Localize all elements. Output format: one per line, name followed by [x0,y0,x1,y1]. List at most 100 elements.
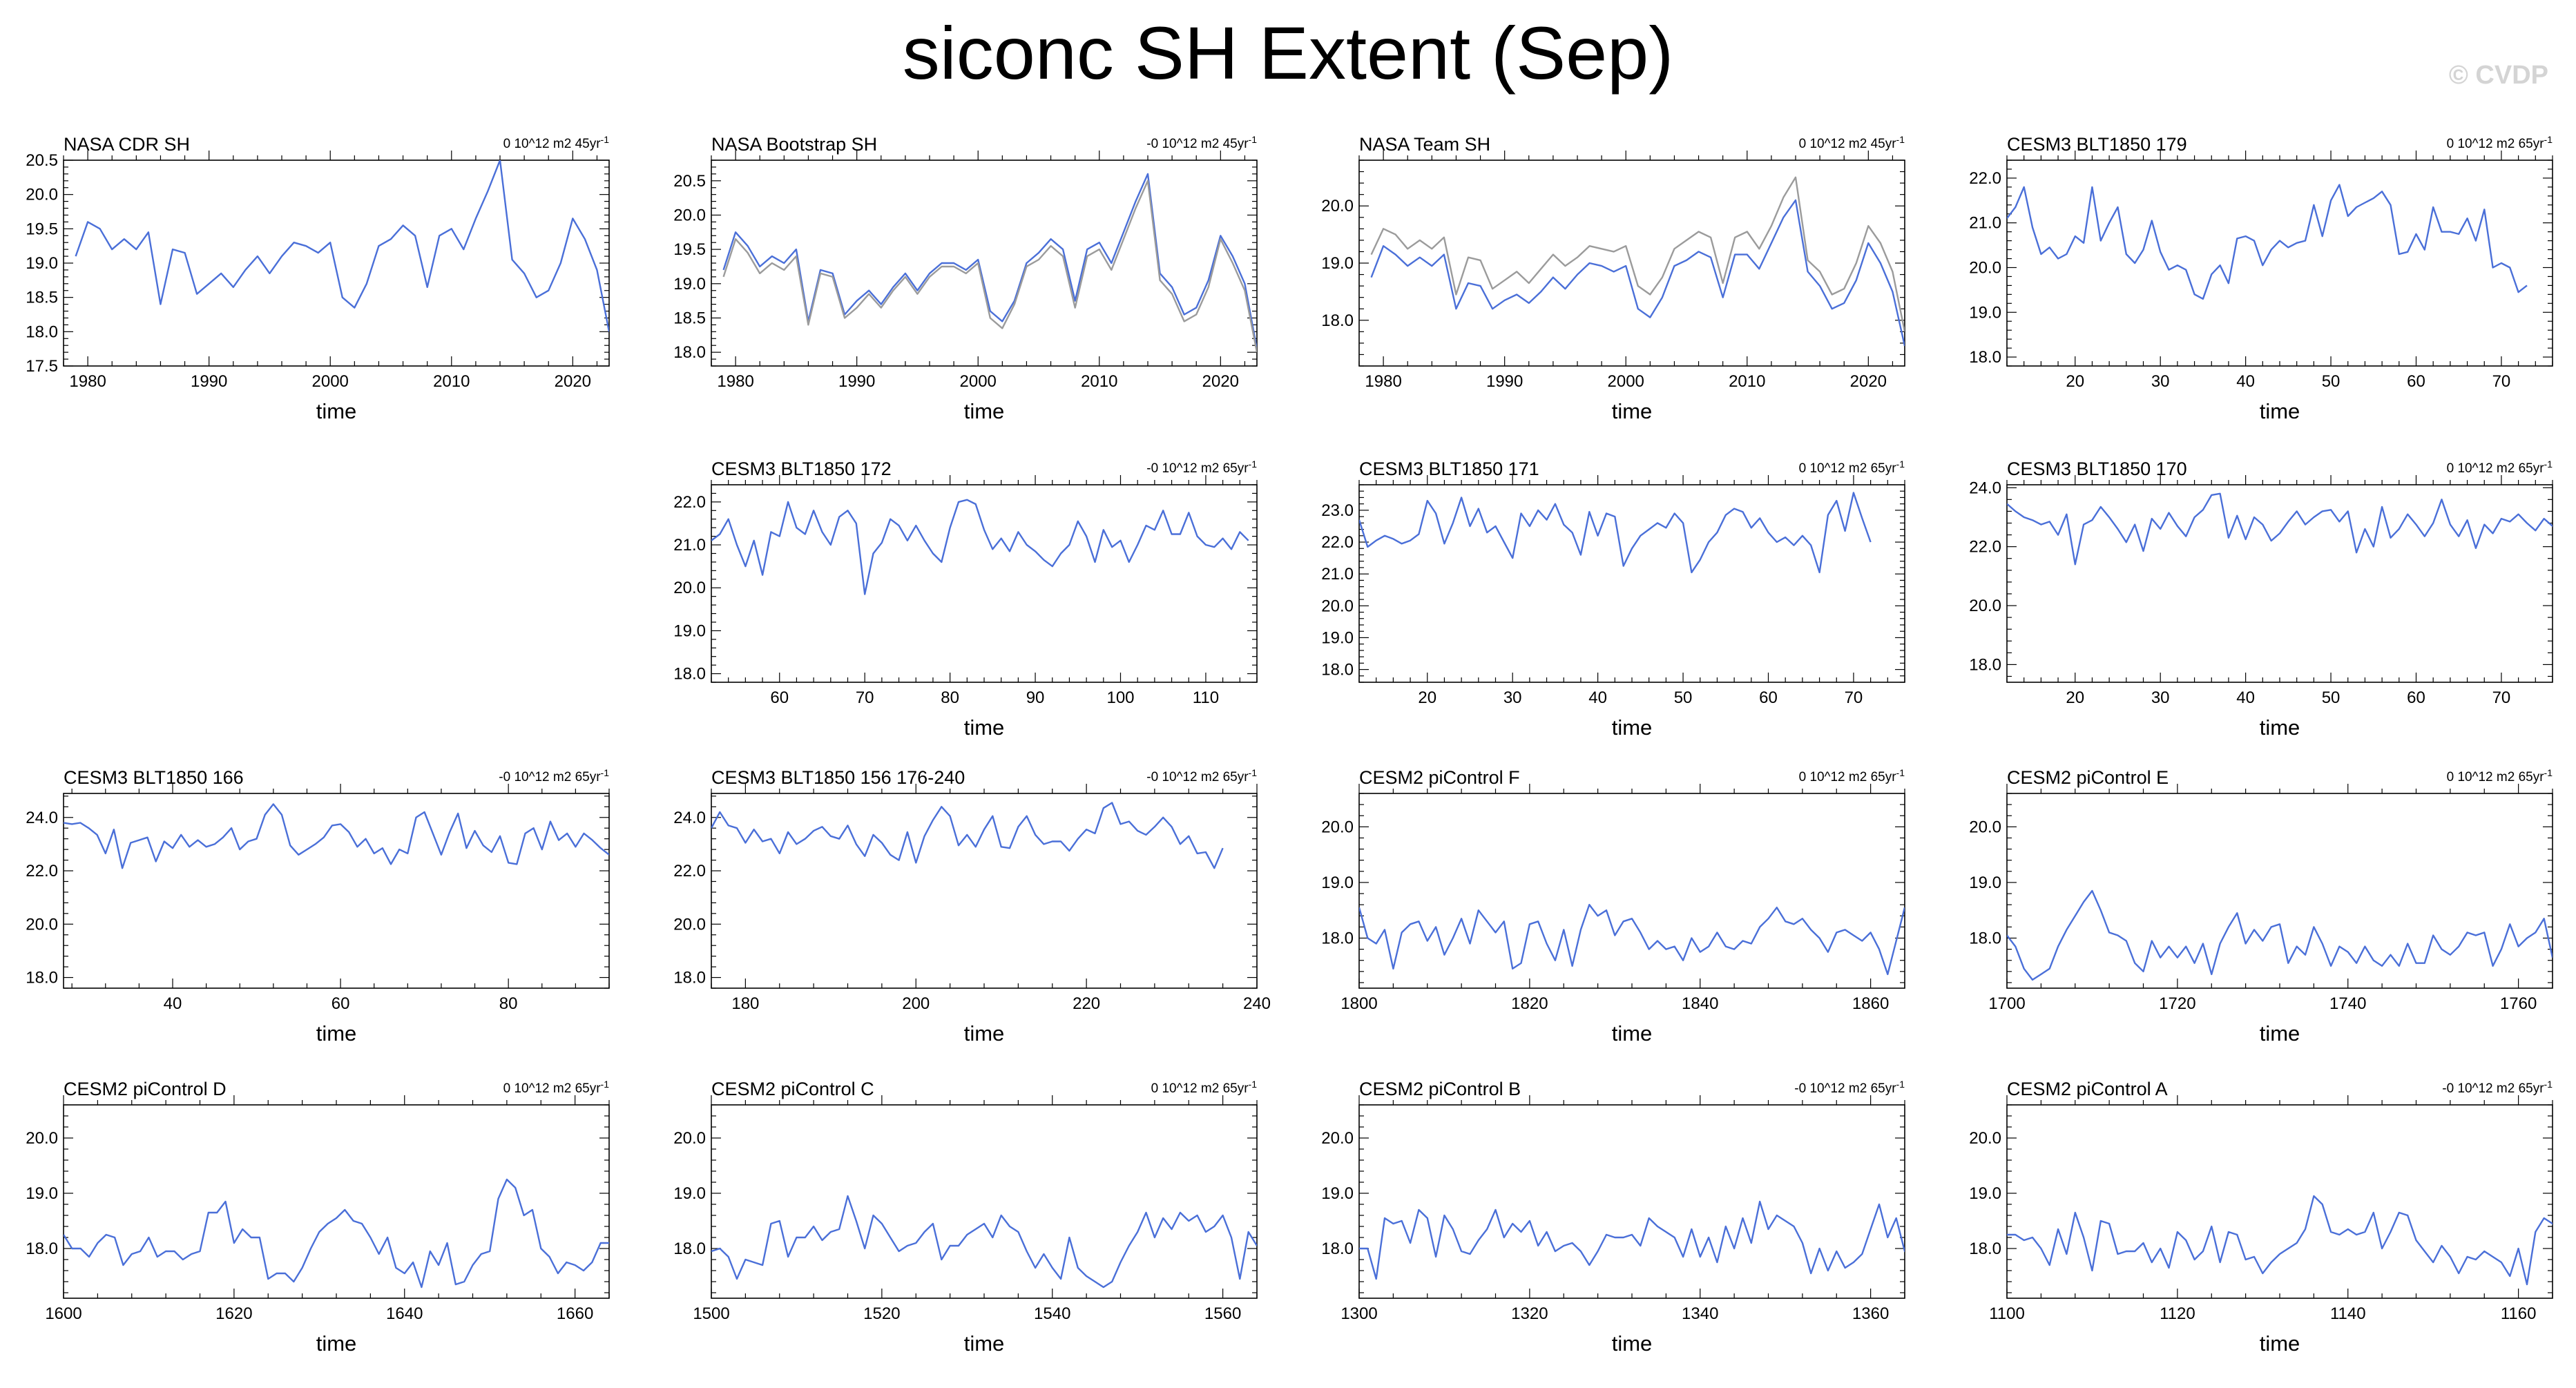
x-tick-label: 30 [2151,372,2170,391]
y-tick-label: 20.0 [673,1129,706,1148]
chart-panel: CESM2 piControl C 0 10^12 m2 65yr-1 1500 15… [648,1074,1269,1365]
y-tick-label: 19.0 [673,1184,706,1203]
x-tick-label: 30 [2151,688,2170,707]
chart-panel: CESM2 piControl E 0 10^12 m2 65yr-1 1700 17… [1943,763,2565,1054]
chart-panel: CESM3 BLT1850 172 -0 10^12 m2 65yr-1 60 70 8… [648,454,1269,749]
y-tick-label: 18.0 [673,969,706,987]
y-tick-label: 23.0 [1321,501,1354,520]
x-tick-label: 50 [1674,688,1693,707]
x-tick-label: 1740 [2329,994,2366,1013]
panel-title: CESM2 piControl A [2007,1079,2168,1099]
y-tick-label: 20.0 [1969,258,2001,277]
x-tick-label: 60 [2407,372,2425,391]
y-tick-label: 20.0 [1969,1129,2001,1148]
x-tick-label: 1980 [69,372,106,391]
y-tick-label: 20.0 [26,186,58,204]
x-axis-label: time [2260,1331,2300,1356]
panel-trend: -0 10^12 m2 65yr-1 [2442,1079,2553,1096]
series-line [64,803,609,869]
x-tick-label: 1100 [1989,1304,2025,1323]
x-axis-label: time [316,399,357,423]
x-tick-label: 70 [2492,688,2511,707]
series-line [711,499,1249,595]
panel-trend: -0 10^12 m2 65yr-1 [1794,1079,1905,1096]
y-tick-label: 20.5 [26,151,58,170]
x-tick-label: 1990 [191,372,227,391]
x-tick-label: 1340 [1682,1304,1718,1323]
y-tick-label: 20.0 [1969,597,2001,615]
y-tick-label: 20.0 [1321,818,1354,836]
panel-title: NASA Bootstrap SH [711,134,877,155]
y-tick-label: 22.0 [26,862,58,880]
y-tick-label: 19.0 [26,254,58,273]
y-tick-label: 22.0 [673,862,706,880]
chart-svg: CESM2 piControl F 0 10^12 m2 65yr-1 1800 18… [1321,767,1905,1045]
x-tick-label: 2000 [1608,372,1644,391]
chart-panel: CESM3 BLT1850 179 0 10^12 m2 65yr-1 20 30 40… [1943,130,2565,432]
x-tick-label: 2020 [1850,372,1887,391]
x-tick-label: 1980 [1365,372,1401,391]
y-tick-label: 18.0 [1969,929,2001,947]
x-tick-label: 40 [2236,372,2255,391]
y-tick-label: 18.5 [673,309,706,327]
x-tick-label: 60 [770,688,789,707]
y-tick-label: 19.0 [1321,874,1354,892]
y-tick-label: 24.0 [1969,479,2001,497]
x-tick-label: 60 [2407,688,2425,707]
chart-panel: CESM3 BLT1850 171 0 10^12 m2 65yr-1 20 30 40… [1296,454,1917,749]
y-tick-label: 18.0 [673,343,706,362]
panel-trend: -0 10^12 m2 45yr-1 [1146,134,1257,151]
series-line [1359,1200,1905,1280]
x-tick-label: 1700 [1988,994,2025,1013]
y-tick-label: 19.0 [1969,303,2001,322]
x-tick-label: 20 [2066,688,2084,707]
plot-frame [63,1104,610,1299]
chart-panel: CESM3 BLT1850 166 -0 10^12 m2 65yr-1 40 60 8… [0,763,622,1054]
chart-panel: CESM2 piControl F 0 10^12 m2 65yr-1 1800 18… [1296,763,1917,1054]
x-axis-label: time [1612,715,1653,740]
x-tick-label: 1160 [2501,1304,2537,1323]
x-tick-label: 1300 [1340,1304,1377,1323]
panel-trend: 0 10^12 m2 45yr-1 [1799,134,1905,151]
x-axis-label: time [2260,1021,2300,1045]
y-tick-label: 22.0 [1321,533,1354,552]
x-axis-label: time [1612,1331,1653,1356]
x-tick-label: 1640 [386,1304,423,1323]
chart-svg: CESM2 piControl D 0 10^12 m2 65yr-1 1600 16… [26,1079,610,1356]
x-tick-label: 2020 [555,372,591,391]
plot-frame [711,1104,1258,1299]
y-tick-label: 20.5 [673,172,706,191]
x-axis-label: time [964,715,1005,740]
panel-trend: 0 10^12 m2 45yr-1 [503,134,610,151]
panel-title: CESM3 BLT1850 179 [2007,134,2187,155]
panel-trend: 0 10^12 m2 65yr-1 [2447,767,2553,784]
x-axis-label: time [2260,399,2300,423]
chart-svg: NASA Bootstrap SH -0 10^12 m2 45yr-1 1980 1… [673,134,1258,423]
plot-frame [711,793,1258,989]
y-tick-label: 19.0 [1321,628,1354,647]
x-tick-label: 1500 [693,1304,729,1323]
y-tick-label: 22.0 [673,493,706,512]
x-tick-label: 240 [1243,994,1271,1013]
y-tick-label: 20.0 [1321,1129,1354,1148]
x-tick-label: 1990 [1486,372,1523,391]
chart-svg: CESM2 piControl B -0 10^12 m2 65yr-1 1300 1… [1321,1079,1905,1356]
x-tick-label: 80 [499,994,518,1013]
y-tick-label: 24.0 [673,809,706,827]
x-axis-label: time [1612,1021,1653,1045]
panel-trend: 0 10^12 m2 65yr-1 [503,1079,610,1096]
y-tick-label: 18.0 [1321,661,1354,679]
x-tick-label: 2000 [312,372,349,391]
panel-title: NASA Team SH [1359,134,1490,155]
x-tick-label: 80 [941,688,959,707]
x-tick-label: 40 [1588,688,1607,707]
cvdp-watermark: © CVDP [2448,61,2548,90]
y-tick-label: 18.0 [26,1240,58,1258]
x-tick-label: 1600 [45,1304,81,1323]
panel-trend: -0 10^12 m2 65yr-1 [1146,459,1257,476]
x-tick-label: 180 [731,994,759,1013]
panel-title: CESM2 piControl F [1359,767,1520,788]
y-tick-label: 19.0 [26,1184,58,1203]
x-tick-label: 1840 [1682,994,1718,1013]
